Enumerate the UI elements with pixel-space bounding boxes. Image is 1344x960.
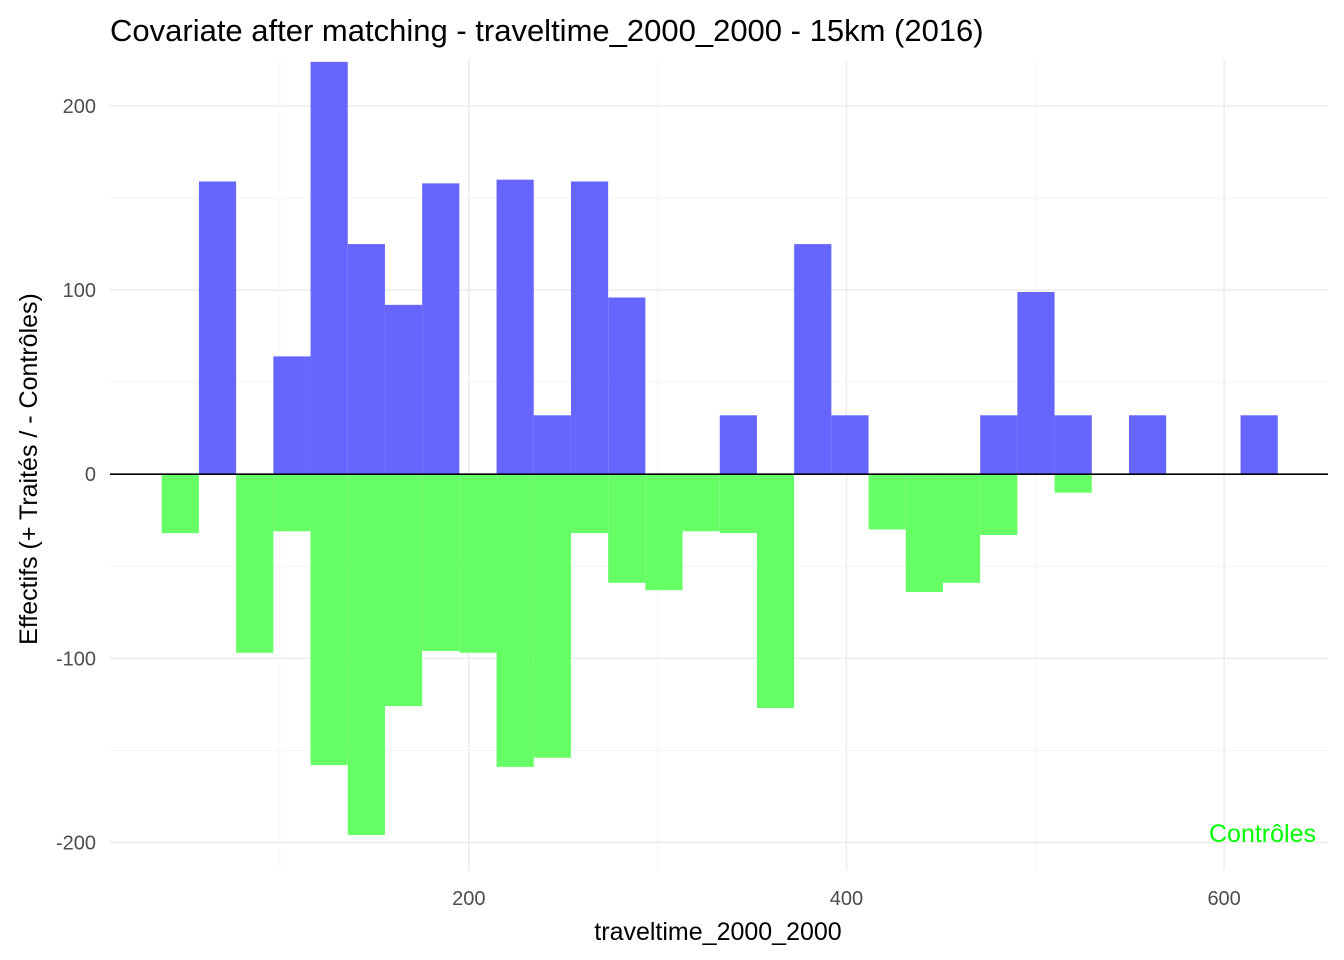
control-bar	[236, 474, 274, 653]
control-bar	[719, 474, 757, 534]
x-tick-label: 400	[830, 888, 863, 910]
control-bar	[645, 474, 683, 591]
treated-bar	[1054, 415, 1092, 475]
control-bar	[608, 474, 646, 583]
control-bar	[459, 474, 497, 653]
control-bar	[310, 474, 348, 766]
treated-bar	[198, 181, 237, 475]
treated-bar	[1240, 415, 1278, 475]
treated-bar	[273, 356, 311, 475]
treated-bar	[719, 415, 757, 475]
control-bar	[905, 474, 943, 593]
controls-annotation: Contrôles	[1209, 820, 1316, 848]
treated-bar	[310, 61, 348, 475]
treated-bar	[384, 304, 423, 475]
treated-bar	[794, 244, 832, 475]
control-bar	[570, 474, 609, 534]
treated-bar	[422, 183, 460, 475]
y-axis-label: Effectifs (+ Traités / - Contrôles)	[15, 293, 43, 645]
treated-bar	[347, 244, 385, 475]
y-tick-label: 100	[63, 280, 96, 302]
control-bar	[980, 474, 1018, 535]
control-bar	[496, 474, 534, 767]
treated-bar	[1128, 415, 1167, 475]
treated-bar	[831, 415, 869, 475]
chart-title: Covariate after matching - traveltime_20…	[110, 13, 984, 48]
bars	[161, 61, 1278, 836]
y-tick-label: -200	[56, 832, 96, 854]
control-bar	[682, 474, 720, 532]
treated-bar	[570, 181, 609, 475]
treated-bar	[980, 415, 1018, 475]
control-bar	[422, 474, 460, 651]
treated-bar	[533, 415, 571, 475]
y-tick-label: 200	[63, 96, 96, 118]
control-bar	[942, 474, 981, 583]
control-bar	[273, 474, 311, 532]
x-axis-label: traveltime_2000_2000	[594, 918, 841, 946]
control-bar	[756, 474, 795, 708]
control-bar	[161, 474, 199, 534]
treated-bar	[608, 297, 646, 475]
y-tick-label: 0	[85, 464, 96, 486]
control-bar	[347, 474, 385, 836]
control-bar	[1054, 474, 1092, 493]
control-bar	[533, 474, 571, 758]
treated-bar	[1017, 291, 1055, 475]
x-tick-label: 200	[452, 888, 485, 910]
x-tick-label: 600	[1207, 888, 1240, 910]
y-tick-label: -100	[56, 648, 96, 670]
treated-bar	[496, 179, 534, 475]
control-bar	[868, 474, 906, 530]
tick-labels: 200 400 600 -200 -100 0 100 200	[56, 96, 1241, 910]
control-bar	[384, 474, 423, 707]
